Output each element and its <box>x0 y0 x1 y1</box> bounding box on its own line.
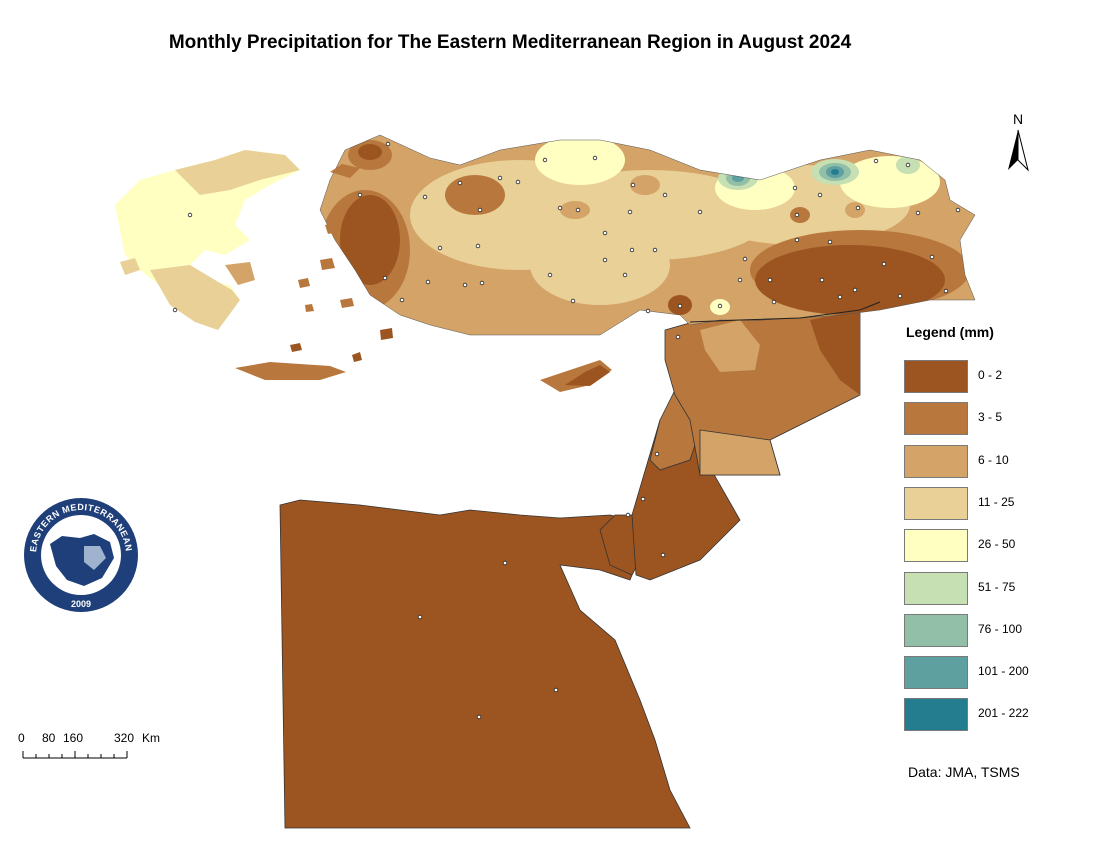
legend-item: 3 - 5 <box>904 402 1084 436</box>
legend-item: 76 - 100 <box>904 614 1084 648</box>
scale-tick-label: 0 <box>18 731 25 745</box>
legend-item: 201 - 222 <box>904 698 1084 732</box>
data-source-note: Data: JMA, TSMS <box>908 764 1020 780</box>
legend-item: 6 - 10 <box>904 445 1084 479</box>
legend-label: 51 - 75 <box>978 580 1016 594</box>
legend-label: 101 - 200 <box>978 664 1029 678</box>
cyprus-region <box>540 360 612 392</box>
legend-swatch <box>904 487 968 520</box>
legend-swatch <box>904 614 968 647</box>
legend-swatch <box>904 698 968 731</box>
legend-swatch <box>904 402 968 435</box>
legend-item: 26 - 50 <box>904 529 1084 563</box>
legend-label: 6 - 10 <box>978 453 1009 467</box>
north-arrow: N <box>1000 110 1036 180</box>
legend-item: 101 - 200 <box>904 656 1084 690</box>
legend-swatch <box>904 656 968 689</box>
station-points <box>172 141 961 720</box>
scale-tick-label: 80 <box>42 731 56 745</box>
scale-bar <box>22 751 128 759</box>
legend-item: 51 - 75 <box>904 572 1084 606</box>
legend-item: 11 - 25 <box>904 487 1084 521</box>
legend-label: 76 - 100 <box>978 622 1023 636</box>
legend-swatch <box>904 360 968 393</box>
scale-unit: Km <box>142 731 160 745</box>
legend-label: 3 - 5 <box>978 410 1003 424</box>
logo-year: 2009 <box>71 599 91 609</box>
legend-label: 26 - 50 <box>978 537 1016 551</box>
egypt-region <box>279 499 691 829</box>
legend-swatch <box>904 572 968 605</box>
legend-swatch <box>904 529 968 562</box>
levant-region <box>631 309 861 581</box>
legend-label: 0 - 2 <box>978 368 1003 382</box>
north-label: N <box>1013 111 1023 127</box>
climate-centre-logo: EASTERN MEDITERRANEAN CLIMATE CENTRE 200… <box>18 488 140 614</box>
legend-title: Legend (mm) <box>906 324 994 340</box>
legend-label: 11 - 25 <box>978 495 1015 509</box>
scale-tick-label: 320 <box>114 731 135 745</box>
scale-labels: 0 80 160 320 Km <box>18 731 178 747</box>
legend-label: 201 - 222 <box>978 706 1029 720</box>
map-title: Monthly Precipitation for The Eastern Me… <box>168 32 852 53</box>
legend-item: 0 - 2 <box>904 360 1084 394</box>
legend-swatch <box>904 445 968 478</box>
scale-tick-label: 160 <box>63 731 84 745</box>
turkey-region <box>319 134 976 336</box>
greece-region <box>115 150 362 380</box>
aegean-islands <box>298 222 393 340</box>
